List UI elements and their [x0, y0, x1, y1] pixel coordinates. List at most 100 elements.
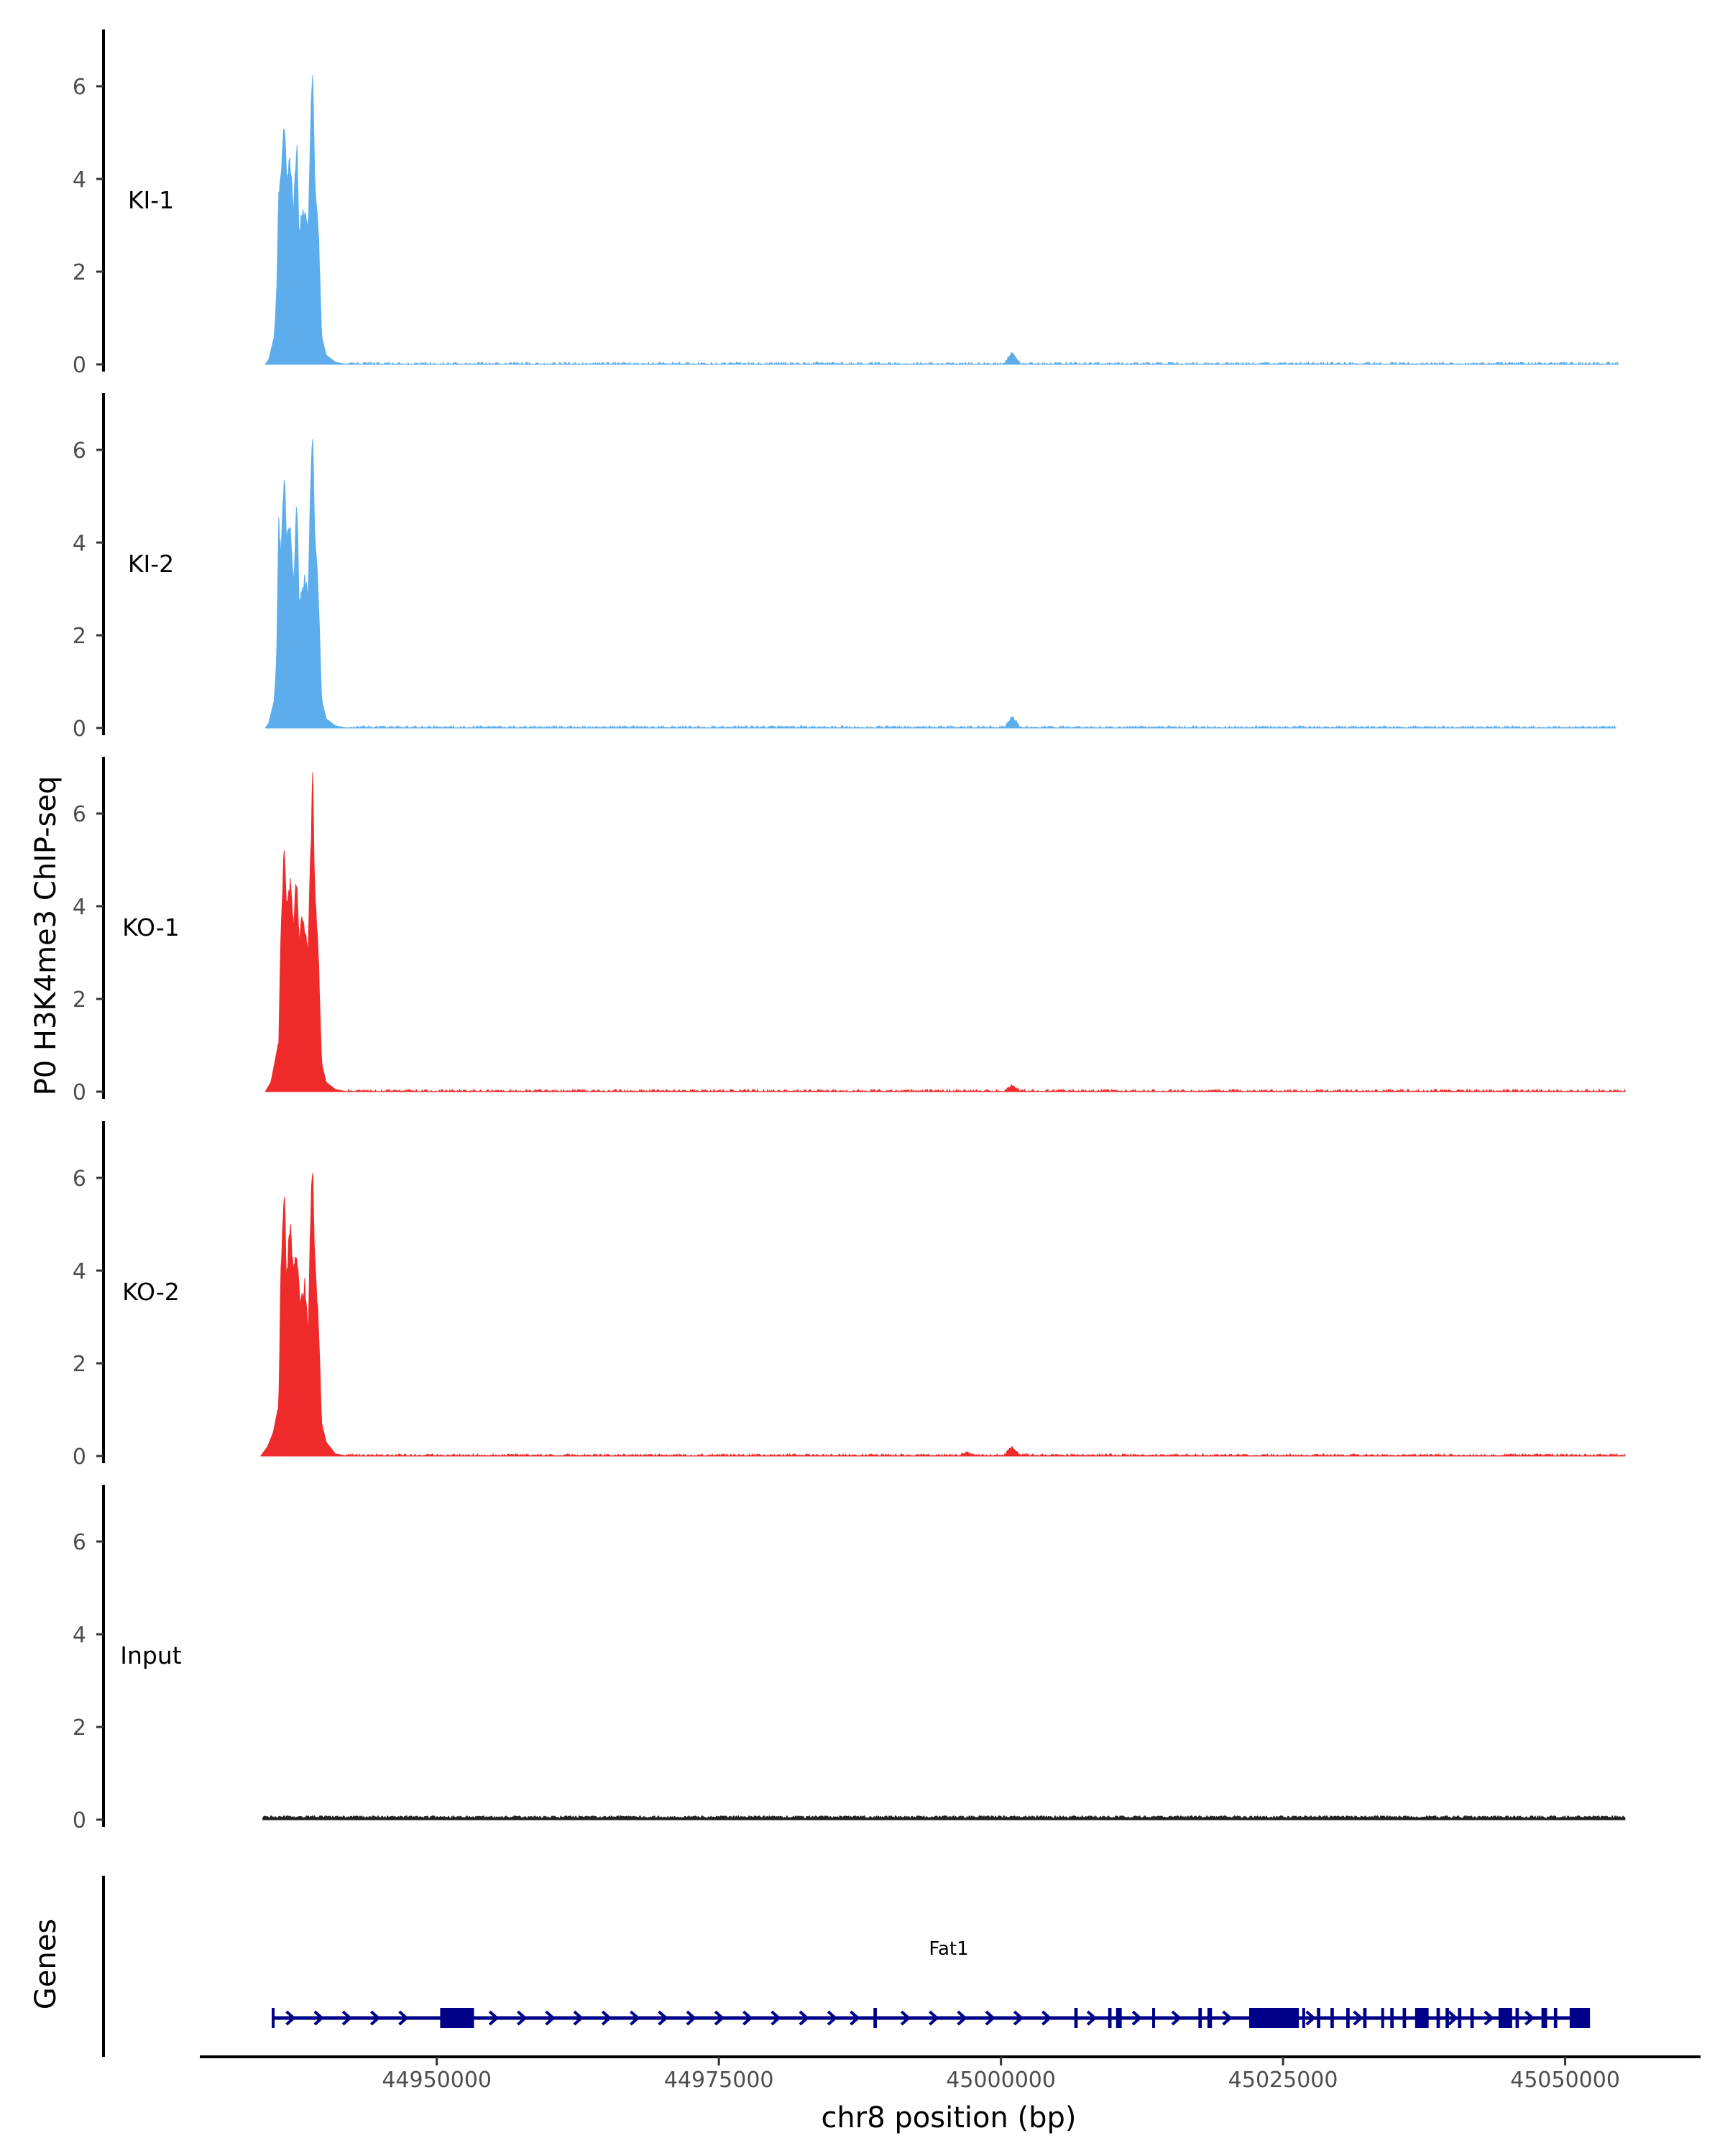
- exon: [1198, 2008, 1202, 2028]
- exon: [1515, 2008, 1519, 2028]
- gene-label: Fat1: [929, 1938, 968, 1960]
- exon: [1553, 2008, 1558, 2028]
- exon: [1402, 2008, 1407, 2028]
- y-tick-label: 0: [73, 353, 86, 378]
- exon: [1414, 2008, 1429, 2028]
- y-tick-label: 4: [73, 1259, 86, 1284]
- exon: [1108, 2008, 1112, 2028]
- x-tick-label: 45000000: [946, 2068, 1056, 2093]
- y-tick-label: 0: [73, 1445, 86, 1470]
- strand-arrow: [1448, 2010, 1458, 2026]
- strand-arrow: [658, 2010, 668, 2026]
- strand-arrow: [929, 2010, 939, 2026]
- strand-arrow: [313, 2010, 324, 2026]
- exon: [1207, 2008, 1213, 2028]
- strand-arrow: [630, 2010, 640, 2026]
- track-label: KI-2: [128, 550, 174, 578]
- exon: [1249, 2008, 1300, 2028]
- track-label: KI-1: [128, 186, 174, 214]
- y-tick-label: 2: [73, 624, 86, 649]
- strand-arrow: [1524, 2010, 1535, 2026]
- y-axis-title: P0 H3K4me3 ChIP-seq: [29, 776, 63, 1096]
- strand-arrow: [1131, 2010, 1143, 2026]
- strand-arrow: [1484, 2010, 1494, 2026]
- exon: [1445, 2008, 1449, 2028]
- y-tick-label: 2: [73, 1352, 86, 1377]
- signal-area: [264, 75, 1619, 365]
- strand-arrow: [742, 2010, 753, 2026]
- x-tick-label: 44950000: [382, 2068, 492, 2093]
- exon: [1302, 2008, 1305, 2028]
- exon: [1116, 2008, 1122, 2028]
- exon: [1330, 2008, 1334, 2028]
- strand-arrow: [686, 2010, 696, 2026]
- strand-arrow: [850, 2010, 860, 2026]
- strand-arrow: [517, 2010, 528, 2026]
- y-tick-label: 6: [73, 802, 86, 827]
- y-tick-label: 6: [73, 75, 86, 100]
- track-ki-1: 0 2 4 6 KI-1: [73, 29, 1619, 378]
- strand-arrow: [1353, 2010, 1363, 2026]
- exon: [1436, 2008, 1440, 2028]
- y-tick-label: 2: [73, 1715, 86, 1741]
- x-tick-label: 45025000: [1228, 2068, 1338, 2093]
- strand-arrow: [985, 2010, 995, 2026]
- exon: [873, 2008, 877, 2028]
- y-tick-label: 0: [73, 1808, 86, 1833]
- strand-arrow: [398, 2010, 409, 2026]
- exon: [1541, 2008, 1547, 2028]
- strand-arrow: [1086, 2010, 1098, 2026]
- y-tick-label: 2: [73, 260, 86, 285]
- strand-arrow: [770, 2010, 781, 2026]
- strand-arrow: [341, 2010, 353, 2026]
- x-axis-title: chr8 position (bp): [821, 2101, 1076, 2134]
- exon: [1074, 2008, 1078, 2028]
- strand-arrow: [900, 2010, 911, 2026]
- exon: [440, 2008, 474, 2028]
- strand-arrow: [545, 2010, 556, 2026]
- strand-arrow: [1305, 2010, 1316, 2026]
- y-tick-label: 4: [73, 167, 86, 193]
- exon: [1569, 2008, 1591, 2028]
- track-label: Input: [120, 1641, 182, 1669]
- y-tick-label: 6: [73, 438, 86, 464]
- x-tick-label: 44975000: [664, 2068, 774, 2093]
- genes-axis-title: Genes: [29, 1919, 63, 2009]
- strand-arrow: [488, 2010, 500, 2026]
- signal-area: [264, 772, 1626, 1092]
- exon: [1458, 2008, 1462, 2028]
- strand-arrow: [1222, 2010, 1233, 2026]
- strand-arrow: [827, 2010, 838, 2026]
- strand-arrow: [957, 2010, 967, 2026]
- exon: [1381, 2008, 1384, 2028]
- track-ko-2: 0 2 4 6 KO-2: [73, 1121, 1626, 1470]
- y-tick-label: 6: [73, 1166, 86, 1192]
- y-tick-label: 0: [73, 717, 86, 742]
- track-label: KO-2: [122, 1278, 180, 1306]
- strand-arrow: [1171, 2010, 1182, 2026]
- signal-area: [262, 1815, 1626, 1820]
- strand-arrow: [573, 2010, 584, 2026]
- exon: [1152, 2008, 1156, 2028]
- strand-arrow: [799, 2010, 809, 2026]
- signal-area: [260, 1172, 1626, 1457]
- track-ko-1: 0 2 4 6 KO-1: [73, 757, 1626, 1105]
- strand-arrow: [1013, 2010, 1024, 2026]
- exon: [1346, 2008, 1350, 2028]
- x-tick-label: 45050000: [1510, 2068, 1620, 2093]
- y-tick-label: 2: [73, 987, 86, 1013]
- strand-arrow: [1041, 2010, 1052, 2026]
- y-tick-label: 4: [73, 1623, 86, 1648]
- exon: [1470, 2008, 1474, 2028]
- track-ki-2: 0 2 4 6 KI-2: [73, 393, 1616, 742]
- y-tick-label: 4: [73, 895, 86, 920]
- strand-arrow: [714, 2010, 725, 2026]
- exon: [1390, 2008, 1394, 2028]
- exon: [1498, 2008, 1512, 2028]
- y-tick-label: 0: [73, 1080, 86, 1105]
- track-label: KO-1: [122, 913, 180, 941]
- signal-area: [264, 439, 1616, 729]
- y-tick-label: 6: [73, 1530, 86, 1555]
- exon: [1317, 2008, 1320, 2028]
